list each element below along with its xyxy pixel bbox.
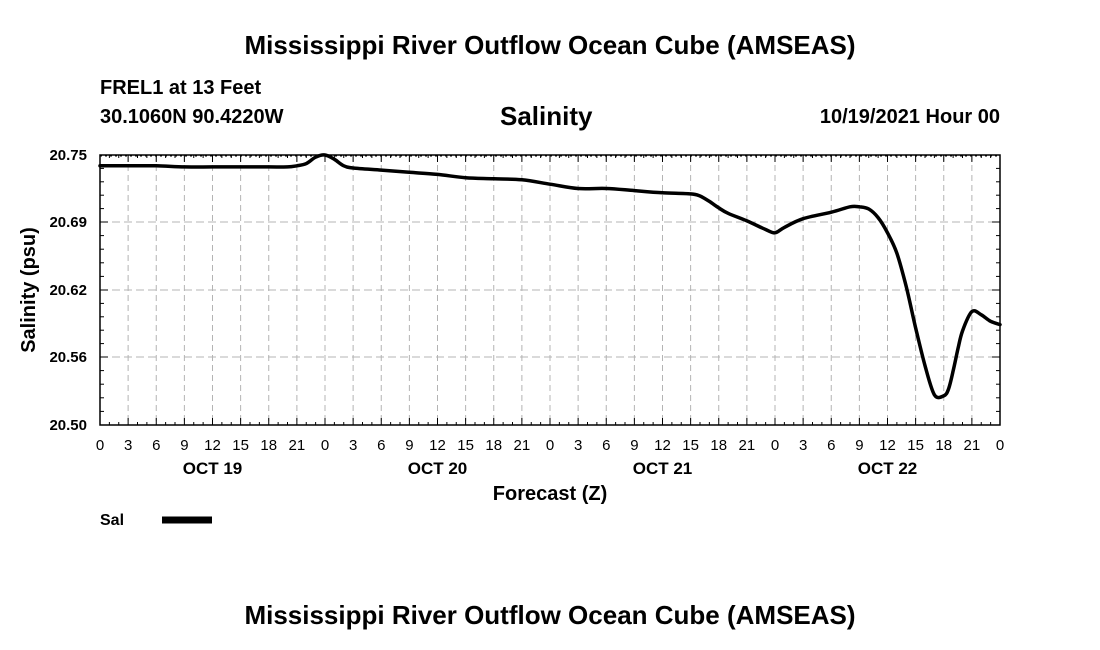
x-tick-label: 18 [710,437,727,454]
x-tick-label: 9 [405,437,413,454]
x-tick-label: 15 [682,437,699,454]
x-tick-label: 6 [827,437,835,454]
x-tick-label: 12 [429,437,446,454]
x-tick-label: 0 [321,437,329,454]
x-tick-label: 12 [654,437,671,454]
x-tick-label: 0 [996,437,1004,454]
chart-title: Mississippi River Outflow Ocean Cube (AM… [244,30,856,60]
axis-ticks [99,154,1001,426]
run-time: 10/19/2021 Hour 00 [819,106,1000,128]
x-tick-label: 12 [879,437,896,454]
y-tick-label: 20.62 [49,282,87,299]
x-tick-label: 18 [485,437,502,454]
chart-title-repeat: Mississippi River Outflow Ocean Cube (AM… [244,600,856,630]
x-tick-label: 15 [232,437,249,454]
y-tick-label: 20.50 [49,417,87,434]
x-tick-label: 9 [855,437,863,454]
x-tick-label: 15 [457,437,474,454]
station-label: FREL1 at 13 Feet [100,77,262,99]
x-axis-label: Forecast (Z) [493,483,607,505]
x-tick-label: 12 [204,437,221,454]
x-tick-label: 3 [574,437,582,454]
day-label: OCT 21 [633,459,693,478]
x-tick-label: 6 [152,437,160,454]
y-tick-label: 20.69 [49,214,87,231]
y-tick-labels: 20.75 20.69 20.62 20.56 20.50 [49,147,87,434]
x-tick-label: 21 [289,437,306,454]
x-tick-labels: 0 3 6 9 12 15 18 21 0 3 6 9 12 15 18 21 0 3 6 9 12 15 18 21 0 3 6 9… [96,437,1004,454]
y-tick-label: 20.75 [49,147,87,164]
x-tick-label: 6 [602,437,610,454]
day-label: OCT 19 [183,459,243,478]
x-tick-label: 3 [799,437,807,454]
x-tick-label: 6 [377,437,385,454]
x-tick-label: 0 [546,437,554,454]
station-coords: 30.1060N 90.4220W [100,106,284,128]
x-tick-label: 0 [96,437,104,454]
variable-title: Salinity [500,101,593,131]
x-tick-label: 3 [124,437,132,454]
day-labels: OCT 19 OCT 20 OCT 21 OCT 22 [183,459,918,478]
x-tick-label: 21 [514,437,531,454]
x-tick-label: 0 [771,437,779,454]
day-label: OCT 22 [858,459,918,478]
y-tick-label: 20.56 [49,349,87,366]
x-tick-label: 3 [349,437,357,454]
x-tick-label: 9 [630,437,638,454]
grid-lines [100,155,1000,425]
x-tick-label: 18 [260,437,277,454]
y-axis-label: Salinity (psu) [18,227,40,353]
day-label: OCT 20 [408,459,468,478]
legend-label: Sal [100,512,124,529]
x-tick-label: 15 [907,437,924,454]
x-tick-label: 9 [180,437,188,454]
x-tick-label: 21 [964,437,981,454]
x-tick-label: 21 [739,437,756,454]
salinity-series-line [98,153,1002,400]
x-tick-label: 18 [935,437,952,454]
